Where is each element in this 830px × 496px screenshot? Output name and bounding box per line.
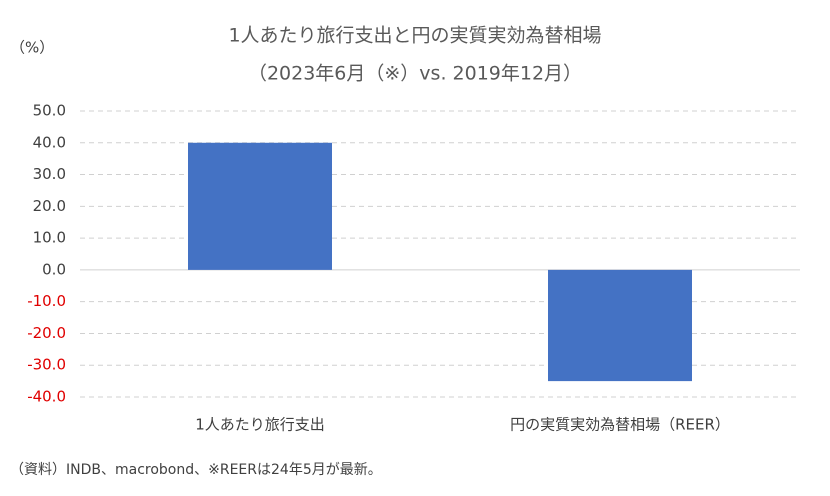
- x-tick-label: 1人あたり旅行支出: [195, 416, 325, 434]
- y-unit-label: （%）: [10, 39, 54, 57]
- y-tick-label: 40.0: [33, 133, 66, 151]
- y-tick-label: -10.0: [27, 292, 66, 310]
- x-tick-label: 円の実質実効為替相場（REER）: [510, 416, 730, 434]
- y-tick-label: -20.0: [27, 324, 66, 342]
- source-note: （資料）INDB、macrobond、※REERは24年5月が最新。: [10, 462, 382, 478]
- chart-subtitle: （2023年6月（※）vs. 2019年12月）: [248, 63, 582, 85]
- y-tick-label: -40.0: [27, 388, 66, 406]
- chart-title: 1人あたり旅行支出と円の実質実効為替相場: [228, 25, 601, 47]
- bar: [548, 269, 692, 382]
- y-tick-label: 30.0: [33, 165, 66, 183]
- y-tick-label: 10.0: [33, 229, 66, 247]
- bar: [188, 142, 332, 270]
- y-tick-label: -30.0: [27, 356, 66, 374]
- y-tick-label: 50.0: [33, 102, 66, 120]
- y-tick-label: 20.0: [33, 197, 66, 215]
- y-tick-label: 0.0: [42, 260, 66, 278]
